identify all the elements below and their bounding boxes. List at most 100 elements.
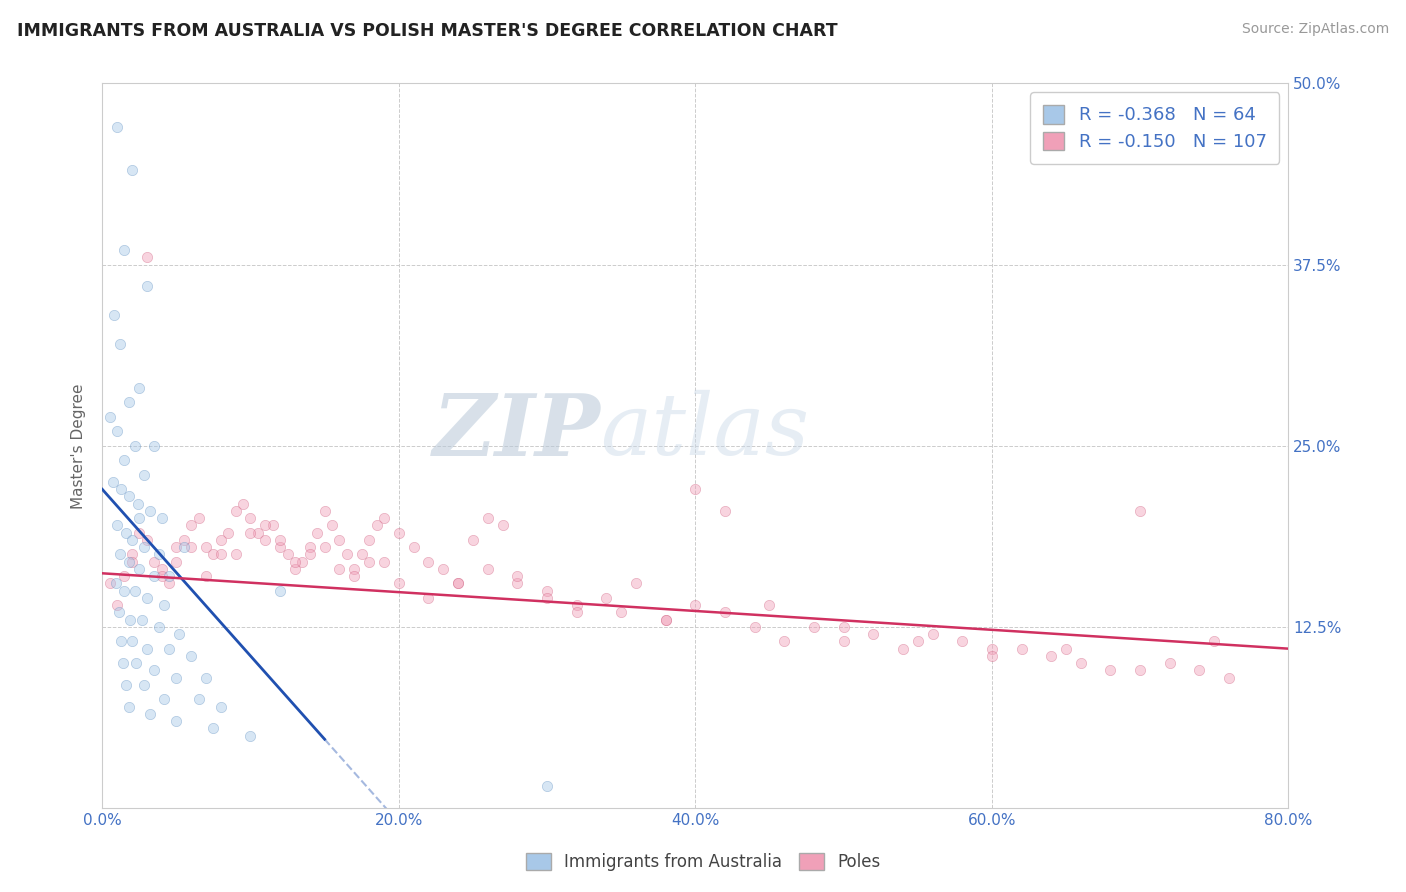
Point (565, 606, 588, 620)
Point (225, 504, 247, 518)
Point (143, 664, 166, 678)
Point (121, 555, 143, 569)
Point (239, 525, 262, 540)
Point (1129, 504, 1152, 518)
Point (536, 583, 558, 598)
Point (298, 548, 321, 562)
Point (1188, 664, 1211, 678)
Point (114, 453, 136, 467)
Point (343, 562, 366, 576)
Point (128, 525, 150, 540)
Point (1204, 634, 1226, 648)
Point (402, 540, 425, 554)
Point (143, 555, 166, 569)
Point (744, 620, 766, 634)
Point (536, 780, 558, 794)
Point (118, 555, 141, 569)
Point (298, 540, 321, 554)
Point (115, 525, 138, 540)
Point (314, 540, 336, 554)
Point (153, 692, 176, 706)
Y-axis label: Master's Degree: Master's Degree (72, 383, 86, 508)
Point (862, 627, 884, 641)
Point (461, 533, 484, 547)
Point (153, 598, 176, 612)
Point (269, 540, 291, 554)
Point (1070, 656, 1092, 670)
Point (432, 562, 454, 576)
Point (118, 490, 141, 504)
Point (832, 634, 855, 648)
Point (714, 504, 737, 518)
Point (124, 439, 146, 453)
Point (107, 606, 129, 620)
Point (239, 511, 262, 525)
Point (506, 569, 529, 583)
Point (373, 555, 395, 569)
Point (418, 555, 440, 569)
Point (832, 620, 855, 634)
Text: IMMIGRANTS FROM AUSTRALIA VS POLISH MASTER'S DEGREE CORRELATION CHART: IMMIGRANTS FROM AUSTRALIA VS POLISH MAST… (17, 22, 838, 40)
Point (773, 634, 796, 648)
Point (124, 583, 146, 598)
Point (202, 722, 225, 736)
Point (907, 634, 929, 648)
Point (135, 279, 157, 293)
Point (150, 569, 173, 583)
Point (165, 714, 187, 728)
Point (491, 518, 513, 533)
Point (284, 562, 307, 576)
Point (624, 576, 647, 591)
Point (373, 511, 395, 525)
Point (135, 251, 157, 265)
Point (121, 163, 143, 178)
Point (269, 583, 291, 598)
Point (654, 613, 676, 627)
Point (103, 309, 125, 323)
Point (758, 598, 780, 612)
Point (118, 395, 141, 409)
Point (143, 439, 166, 453)
Point (128, 381, 150, 395)
Point (131, 613, 153, 627)
Point (350, 548, 373, 562)
Point (1159, 656, 1181, 670)
Point (239, 729, 262, 743)
Point (165, 540, 187, 554)
Point (225, 548, 247, 562)
Point (148, 548, 170, 562)
Point (105, 424, 128, 438)
Point (536, 591, 558, 605)
Point (165, 671, 187, 685)
Point (132, 678, 155, 692)
Point (114, 569, 136, 583)
Point (209, 699, 232, 714)
Point (980, 641, 1002, 656)
Point (121, 634, 143, 648)
Point (118, 699, 141, 714)
Point (262, 518, 284, 533)
Point (157, 569, 180, 583)
Point (336, 548, 359, 562)
Point (98, 409, 121, 424)
Point (110, 634, 132, 648)
Point (143, 569, 166, 583)
Point (101, 475, 124, 489)
Point (217, 525, 239, 540)
Point (135, 533, 157, 547)
Point (195, 569, 218, 583)
Point (418, 591, 440, 605)
Point (366, 518, 388, 533)
Point (447, 576, 470, 591)
Point (685, 482, 707, 496)
Point (128, 511, 150, 525)
Point (1129, 664, 1152, 678)
Point (209, 533, 232, 547)
Point (132, 467, 155, 482)
Point (1011, 641, 1033, 656)
Point (314, 504, 336, 518)
Point (328, 562, 350, 576)
Point (108, 548, 131, 562)
Point (127, 497, 149, 511)
Point (1099, 664, 1122, 678)
